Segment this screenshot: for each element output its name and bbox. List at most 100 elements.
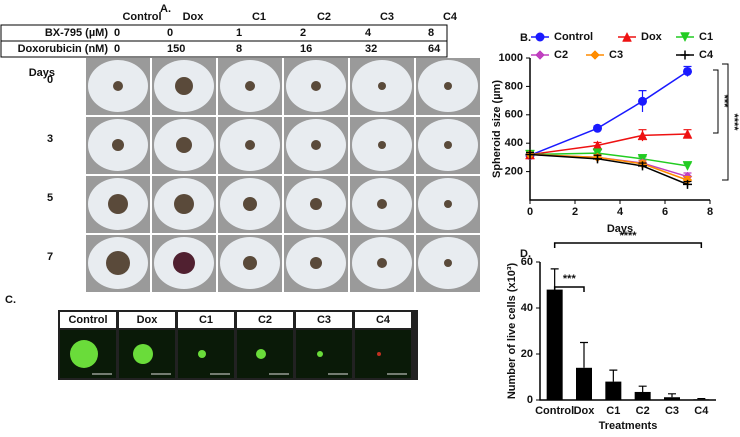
line: [529, 152, 688, 167]
spheroid: [444, 200, 452, 208]
marker: [535, 50, 545, 60]
x-tick-label: 4: [617, 206, 624, 218]
line: [529, 153, 688, 181]
cell: 0: [167, 27, 173, 39]
y-tick-label: 40: [521, 302, 533, 314]
day-label: 3: [47, 133, 53, 145]
stained-spheroid: [256, 349, 266, 359]
marker: [683, 66, 692, 76]
column-header: C2: [317, 11, 331, 23]
y-tick-label: 400: [505, 137, 523, 149]
x-tick-label: C1: [606, 405, 620, 417]
stained-spheroid: [198, 350, 206, 358]
spheroid: [377, 199, 387, 209]
x-tick-label: 8: [707, 206, 713, 218]
stained-spheroid: [317, 351, 323, 357]
x-tick-label: C4: [694, 405, 709, 417]
bar: [634, 391, 651, 400]
column-header: C1: [199, 314, 213, 326]
spheroid: [311, 140, 321, 150]
spheroid: [378, 141, 386, 149]
y-tick-label: 60: [521, 256, 533, 268]
spheroid: [245, 140, 255, 150]
column-header: Dox: [183, 11, 205, 23]
column-header: C2: [258, 314, 272, 326]
x-tick-label: 0: [527, 206, 533, 218]
column-header: C4: [376, 314, 391, 326]
day-label: 7: [47, 251, 53, 263]
significance: ***: [563, 273, 577, 285]
row-header: BX-795 (µM): [45, 27, 109, 39]
spheroid: [112, 139, 124, 151]
marker: [638, 161, 647, 171]
significance: ****: [728, 113, 740, 131]
spheroid: [310, 198, 322, 210]
day-label: 5: [47, 192, 53, 204]
spheroid: [378, 82, 386, 90]
cell: 2: [300, 27, 306, 39]
marker: [593, 123, 602, 133]
y-tick-label: 20: [521, 348, 533, 360]
spheroid: [174, 194, 194, 214]
label-strip: [355, 312, 411, 328]
legend-label: C1: [699, 31, 713, 43]
stained-spheroid: [70, 340, 98, 368]
fluorescence-image: [296, 330, 352, 378]
y-tick-label: 1000: [499, 52, 523, 64]
sig-bracket: [713, 69, 719, 134]
error-bar: [609, 369, 618, 382]
marker: [682, 128, 693, 139]
cell: 4: [365, 27, 372, 39]
spheroid: [310, 257, 322, 269]
stained-spheroid: [133, 344, 153, 364]
label-strip: [60, 312, 116, 328]
spheroid: [113, 81, 123, 91]
bar: [605, 381, 622, 400]
spheroid: [173, 252, 195, 274]
label-strip: [178, 312, 234, 328]
label-strip: [237, 312, 293, 328]
legend-label: Control: [554, 31, 593, 43]
label-strip: [119, 312, 175, 328]
sig-bracket: [553, 242, 703, 248]
spheroid: [311, 81, 321, 91]
spheroid: [444, 259, 452, 267]
spheroid: [108, 194, 128, 214]
significance: ***: [718, 95, 730, 109]
column-header: Control: [122, 11, 161, 23]
significance: ****: [619, 230, 637, 242]
marker: [593, 154, 602, 164]
cell: 0: [114, 43, 120, 55]
x-tick-label: 2: [572, 206, 578, 218]
cell: 1: [236, 27, 242, 39]
column-header: C4: [443, 11, 458, 23]
stained-spheroid: [377, 352, 381, 356]
y-tick-label: 0: [527, 394, 533, 406]
error-bar: [668, 393, 676, 398]
days-label: Days: [29, 67, 55, 79]
cell: 0: [114, 27, 120, 39]
panel-label: C.: [5, 294, 16, 306]
cell: 8: [428, 27, 434, 39]
label-strip: [296, 312, 352, 328]
marker: [525, 150, 535, 160]
line: [529, 153, 688, 186]
line: [529, 133, 688, 156]
x-tick-label: C2: [636, 405, 650, 417]
column-header: Dox: [137, 314, 159, 326]
line: [529, 70, 688, 156]
spheroid: [243, 256, 257, 270]
cell: 8: [236, 43, 242, 55]
legend-label: C2: [554, 49, 568, 61]
legend-label: C3: [609, 49, 623, 61]
spheroid: [176, 137, 192, 153]
column-header: C1: [252, 11, 266, 23]
column-header: C3: [317, 314, 331, 326]
column-header: Control: [68, 314, 107, 326]
y-tick-label: 800: [505, 80, 523, 92]
marker: [590, 50, 600, 60]
bar: [576, 367, 592, 400]
error-bar: [550, 268, 559, 290]
column-header: C3: [380, 11, 394, 23]
